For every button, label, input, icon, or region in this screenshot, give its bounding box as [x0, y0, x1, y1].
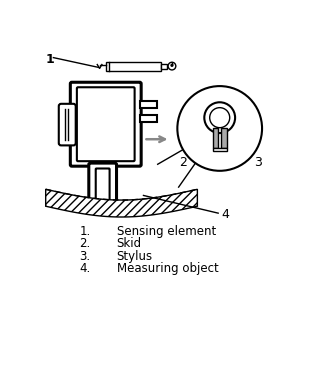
- Circle shape: [210, 108, 230, 128]
- FancyBboxPatch shape: [89, 163, 117, 209]
- Circle shape: [168, 62, 176, 70]
- FancyBboxPatch shape: [70, 82, 141, 166]
- Bar: [140, 102, 157, 108]
- Text: 4.: 4.: [80, 262, 91, 275]
- Bar: [161, 64, 167, 69]
- Text: 2.: 2.: [80, 237, 91, 250]
- FancyBboxPatch shape: [77, 87, 135, 161]
- Circle shape: [100, 202, 105, 207]
- Text: 1.: 1.: [80, 225, 91, 238]
- Text: 1: 1: [46, 53, 55, 66]
- Text: Measuring object: Measuring object: [117, 262, 218, 275]
- Polygon shape: [46, 189, 197, 217]
- Text: 2: 2: [179, 156, 187, 169]
- Text: Sensing element: Sensing element: [117, 225, 216, 238]
- Circle shape: [101, 204, 104, 206]
- Text: Stylus: Stylus: [117, 250, 153, 263]
- FancyBboxPatch shape: [96, 168, 110, 201]
- Bar: [140, 115, 157, 122]
- FancyBboxPatch shape: [59, 104, 76, 145]
- Bar: [213, 128, 218, 148]
- Text: 4: 4: [221, 208, 229, 221]
- Text: 3: 3: [254, 156, 262, 169]
- Bar: [213, 148, 227, 151]
- Text: 3.: 3.: [80, 250, 91, 263]
- Circle shape: [171, 65, 173, 66]
- Text: Skid: Skid: [117, 237, 142, 250]
- Circle shape: [177, 86, 262, 171]
- Circle shape: [204, 102, 235, 133]
- Bar: [106, 62, 161, 71]
- Bar: [221, 128, 227, 148]
